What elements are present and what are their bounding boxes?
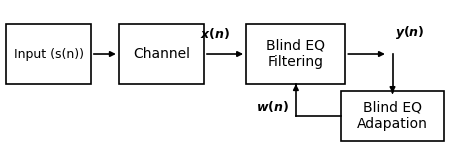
FancyBboxPatch shape (6, 24, 91, 84)
Text: Input (s(n)): Input (s(n)) (14, 48, 83, 60)
Text: $\boldsymbol{w(n)}$: $\boldsymbol{w(n)}$ (256, 99, 289, 114)
FancyBboxPatch shape (246, 24, 346, 84)
FancyBboxPatch shape (341, 91, 444, 141)
Text: Blind EQ
Filtering: Blind EQ Filtering (266, 39, 326, 69)
FancyBboxPatch shape (119, 24, 204, 84)
Text: $\boldsymbol{x(n)}$: $\boldsymbol{x(n)}$ (200, 26, 230, 41)
Text: Blind EQ
Adapation: Blind EQ Adapation (357, 101, 428, 131)
Text: Channel: Channel (133, 47, 190, 61)
Text: $\boldsymbol{y(n)}$: $\boldsymbol{y(n)}$ (395, 24, 424, 41)
